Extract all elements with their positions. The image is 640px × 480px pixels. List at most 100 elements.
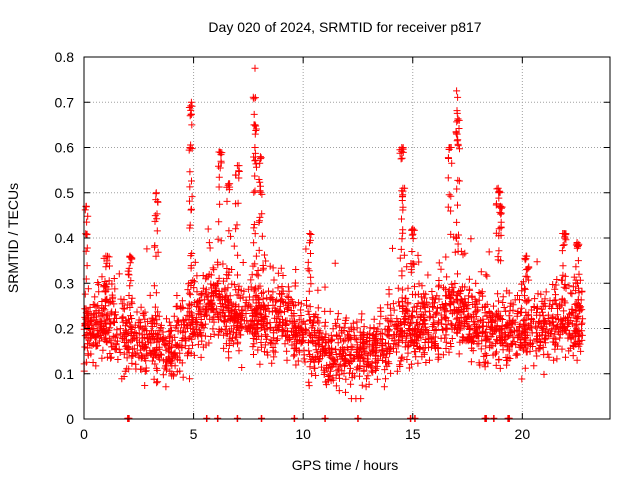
scatter-point [258,232,266,240]
scatter-point [166,357,174,365]
scatter-point [176,349,184,357]
scatter-point [523,273,531,281]
scatter-point [244,322,252,330]
scatter-point [163,315,170,323]
scatter-point [435,277,443,284]
scatter-point [233,291,241,299]
scatter-point [82,230,90,238]
scatter-point [308,370,316,378]
scatter-point [388,317,396,325]
scatter-point [133,308,141,316]
scatter-point [518,375,526,383]
scatter-point [414,251,422,259]
scatter-point [175,317,183,325]
scatter-point [577,347,585,355]
scatter-point [470,338,478,345]
scatter-point [105,315,113,323]
scatter-point [358,381,366,389]
scatter-point [394,284,402,292]
scatter-point [154,248,162,256]
scatter-point [262,331,269,339]
scatter-point [153,331,161,339]
scatter-point [94,302,102,310]
scatter-point [523,348,531,356]
scatter-point [124,267,132,275]
scatter-point [437,311,445,319]
scatter-point [251,172,259,180]
scatter-point [478,288,486,296]
scatter-point [116,325,124,333]
x-axis: 0 5 10 15 20 [80,57,530,442]
scatter-point [409,307,416,315]
scatter-point [235,167,243,175]
scatter-point [186,168,194,176]
scatter-point [247,318,255,326]
scatter-point [81,290,89,298]
scatter-point [115,345,123,353]
scatter-point [258,210,266,218]
scatter-point [297,312,305,319]
scatter-point [278,290,286,298]
scatter-point [578,319,586,327]
scatter-point [153,320,161,328]
scatter-point [253,270,261,278]
scatter-point [453,296,461,304]
scatter-point [128,324,136,332]
scatter-point [306,303,314,311]
scatter-point [398,337,406,345]
scatter-point [572,276,580,284]
scatter-point [176,341,184,349]
scatter-point [235,347,243,355]
scatter-point [274,284,282,292]
scatter-point [222,301,230,309]
scatter-point [138,342,146,350]
scatter-point [453,130,461,138]
scatter-point [152,252,160,260]
scatter-point [141,343,149,351]
scatter-point [493,322,501,330]
scatter-point [540,317,548,325]
scatter-point [329,362,337,370]
scatter-point [450,308,458,316]
y-tick-label: 0.2 [55,321,75,337]
scatter-point [533,352,541,360]
scatter-point [225,180,233,188]
scatter-point [257,310,265,318]
scatter-point [523,265,531,273]
scatter-point [440,284,447,292]
scatter-point [291,317,298,325]
scatter-point [451,280,459,287]
scatter-point [106,298,114,306]
scatter-point [398,215,405,223]
scatter-point [263,319,271,327]
scatter-point [489,342,497,350]
scatter-point [129,336,136,344]
scatter-point [334,355,342,363]
scatter-point [305,330,313,338]
scatter-point [249,309,257,317]
scatter-point [287,307,295,314]
scatter-point [284,303,292,311]
scatter-point [464,337,472,345]
scatter-point [184,324,191,332]
scatter-point [105,335,113,343]
scatter-point [329,376,337,384]
scatter-point [126,304,134,311]
scatter-point [191,278,198,286]
scatter-point [404,300,412,308]
scatter-point [389,300,397,308]
scatter-point [173,302,181,310]
scatter-point [232,171,240,179]
scatter-point [486,338,494,346]
scatter-point [377,307,385,315]
scatter-point [462,304,470,312]
scatter-point [283,327,291,335]
scatter-point [123,354,131,362]
scatter-point [225,348,232,356]
scatter-point [91,293,99,301]
scatter-point [223,197,231,205]
scatter-point [410,226,418,234]
scatter-point [298,336,306,344]
scatter-point [358,310,366,318]
scatter-point [210,292,218,299]
